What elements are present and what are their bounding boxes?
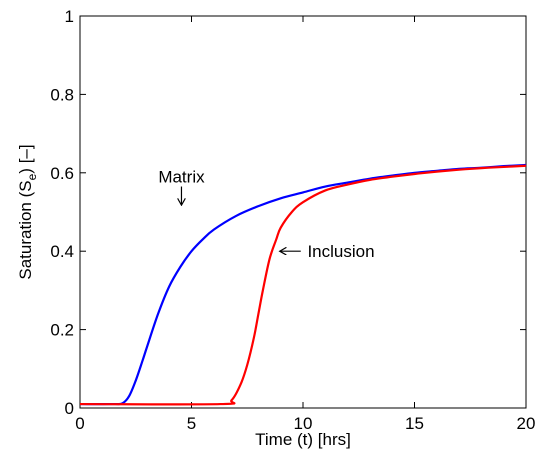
series-layer bbox=[79, 163, 527, 406]
x-tick-label: 10 bbox=[294, 414, 313, 433]
annotation-layer: Matrix Inclusion bbox=[158, 168, 374, 261]
y-axis-label: Saturation (Se) [–] bbox=[16, 144, 39, 279]
y-tick-label: 0.6 bbox=[50, 164, 74, 183]
x-axis-label: Time (t) [hrs] bbox=[255, 430, 351, 449]
y-axis-label-prefix: Saturation (S bbox=[16, 180, 35, 279]
annotation-label-matrix: Matrix bbox=[158, 168, 205, 187]
plot-frame bbox=[79, 15, 527, 409]
x-tick-label: 0 bbox=[75, 414, 84, 433]
x-tick-label: 20 bbox=[517, 414, 536, 433]
y-axis-label-suffix: ) [–] bbox=[16, 144, 35, 173]
series-line-inclusion bbox=[79, 164, 527, 406]
y-tick-label: 0.8 bbox=[50, 85, 74, 104]
x-tick-label: 5 bbox=[187, 414, 196, 433]
axis-ticks: 0 5 10 15 20 0 0.2 0.4 0.6 0.8 1 bbox=[50, 7, 535, 433]
y-tick-label: 0.4 bbox=[50, 242, 74, 261]
x-tick-label: 15 bbox=[405, 414, 424, 433]
annotation-label-inclusion: Inclusion bbox=[307, 242, 374, 261]
y-tick-label: 0.2 bbox=[50, 321, 74, 340]
y-axis-label-subscript: e bbox=[25, 173, 39, 180]
y-tick-label: 1 bbox=[65, 7, 74, 26]
y-tick-label: 0 bbox=[65, 399, 74, 418]
